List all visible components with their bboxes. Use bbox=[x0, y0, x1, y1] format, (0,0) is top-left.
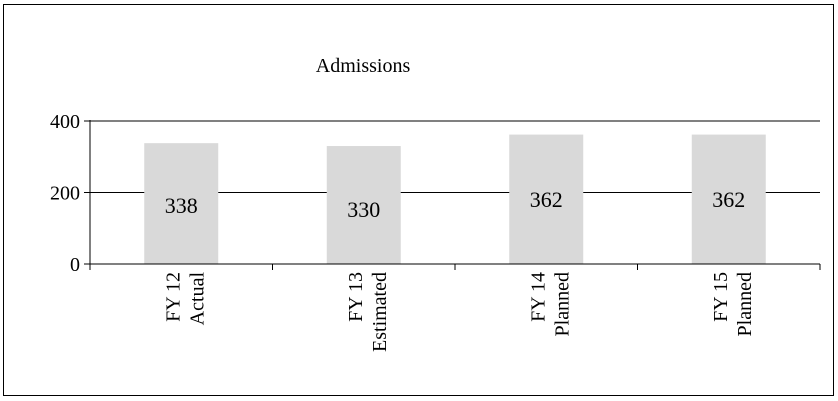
y-tick-label: 400 bbox=[50, 111, 80, 133]
data-label: 362 bbox=[712, 187, 745, 212]
x-tick-label-line: FY 14 bbox=[527, 272, 549, 322]
data-label: 362 bbox=[530, 187, 563, 212]
bar-1 bbox=[326, 146, 401, 264]
x-tick-label: FY 13 Estimated bbox=[345, 272, 391, 352]
data-label: 330 bbox=[347, 197, 380, 222]
data-label: 338 bbox=[165, 193, 198, 218]
x-tick-label-line: Actual bbox=[186, 272, 208, 326]
y-tick-label: 0 bbox=[70, 254, 80, 276]
axes bbox=[84, 120, 821, 270]
x-tick-label: FY 12 Actual bbox=[162, 272, 208, 326]
x-tick-label-line: Estimated bbox=[369, 272, 391, 352]
bars bbox=[144, 134, 766, 264]
x-tick-label-line: Planned bbox=[551, 272, 573, 336]
x-tick-label-line: FY 15 bbox=[710, 272, 732, 322]
labels: 0 200 400 338 330 362 362 FY 12 Actual FY 13 Estim… bbox=[50, 111, 756, 352]
y-tick-label: 200 bbox=[50, 183, 80, 205]
bar-3 bbox=[691, 134, 766, 264]
chart-title: Admissions bbox=[316, 55, 411, 77]
bar-0 bbox=[144, 143, 219, 264]
x-tick-label: FY 14 Planned bbox=[527, 272, 573, 336]
x-tick-label-line: FY 13 bbox=[345, 272, 367, 322]
bar-2 bbox=[509, 134, 584, 264]
x-tick-label: FY 15 Planned bbox=[710, 272, 756, 336]
x-tick-label-line: FY 12 bbox=[162, 272, 184, 322]
x-tick-label-line: Planned bbox=[734, 272, 756, 336]
